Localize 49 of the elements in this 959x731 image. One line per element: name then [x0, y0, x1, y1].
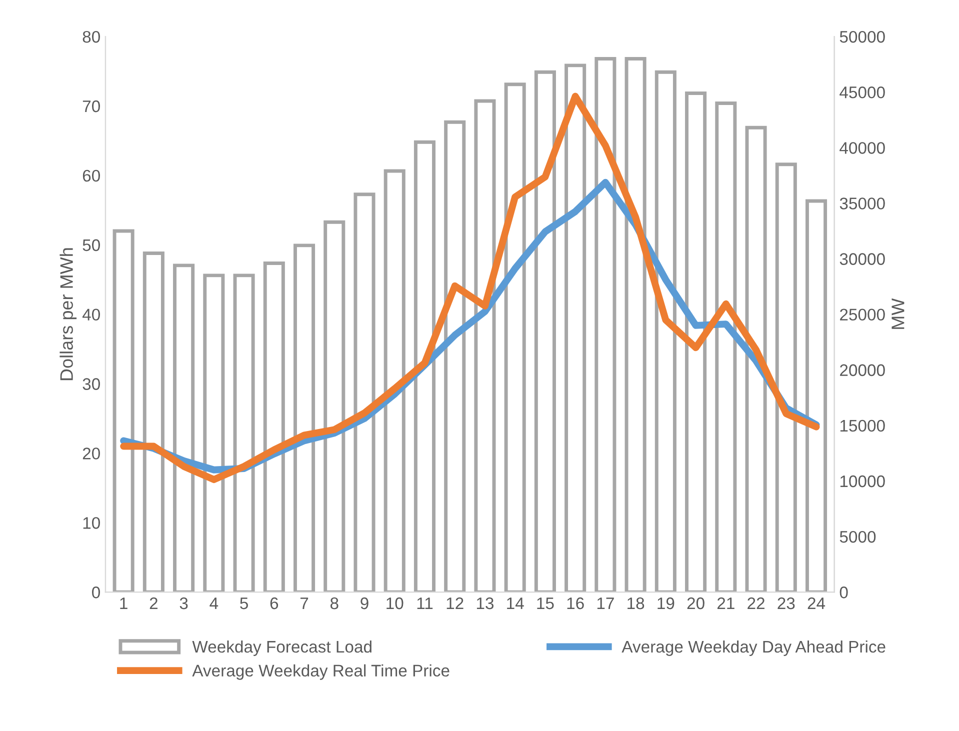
- x-tick-label: 20: [687, 597, 704, 610]
- y2-tick-label: 25000: [840, 308, 885, 321]
- x-tick-label: 4: [210, 598, 218, 610]
- y-tick-label: 20: [82, 448, 100, 460]
- x-tick-label: 24: [808, 597, 826, 610]
- x-tick-label: 5: [240, 598, 248, 610]
- x-tick-label: 11: [417, 598, 433, 610]
- y2-axis-title: MW: [892, 298, 904, 329]
- y-axis-title: Dollars per MWh: [60, 248, 77, 380]
- x-tick-label: 7: [300, 598, 308, 610]
- x-tick-label: 17: [597, 598, 614, 610]
- legend-label: Average Weekday Real Time Price: [192, 664, 450, 680]
- x-tick-label: 2: [150, 597, 158, 610]
- x-tick-label: 22: [748, 597, 764, 610]
- x-tick-label: 10: [386, 597, 404, 610]
- x-tick-label: 19: [658, 597, 674, 610]
- x-tick-label: 21: [717, 597, 734, 610]
- y-tick-label: 0: [92, 586, 100, 598]
- x-tick-label: 13: [476, 597, 494, 610]
- y-tick-label: 40: [82, 308, 100, 321]
- y-tick-label: 80: [82, 30, 100, 43]
- legend-label: Average Weekday Day Ahead Price: [622, 640, 886, 656]
- y-tick-label: 50: [82, 239, 100, 252]
- y2-tick-label: 35000: [840, 198, 885, 210]
- y2-tick-label: 30000: [840, 253, 885, 265]
- x-tick-label: 14: [507, 598, 524, 610]
- y2-tick-label: 5000: [840, 530, 876, 543]
- y-tick-label: 10: [83, 517, 100, 529]
- y2-tick-label: 50000: [840, 30, 885, 43]
- x-tick-label: 3: [180, 597, 188, 610]
- y2-tick-label: 40000: [840, 142, 885, 154]
- y-tick-label: 60: [82, 170, 100, 182]
- x-tick-label: 8: [330, 597, 338, 610]
- y2-tick-label: 15000: [840, 420, 885, 432]
- y2-tick-label: 10000: [840, 475, 885, 488]
- x-tick-label: 12: [446, 597, 464, 610]
- y2-tick-label: 20000: [840, 364, 885, 376]
- x-tick-label: 9: [360, 597, 368, 610]
- x-tick-label: 23: [778, 597, 795, 610]
- x-tick-label: 1: [120, 598, 128, 610]
- y-tick-label: 30: [82, 378, 100, 390]
- y-tick-label: 70: [82, 100, 100, 112]
- legend-label: Weekday Forecast Load: [192, 640, 372, 656]
- x-tick-label: 15: [537, 598, 554, 610]
- y2-tick-label: 0: [840, 586, 848, 598]
- x-tick-label: 18: [628, 597, 644, 610]
- y2-tick-label: 45000: [840, 86, 885, 98]
- x-tick-label: 6: [270, 597, 278, 610]
- x-tick-label: 16: [567, 597, 584, 610]
